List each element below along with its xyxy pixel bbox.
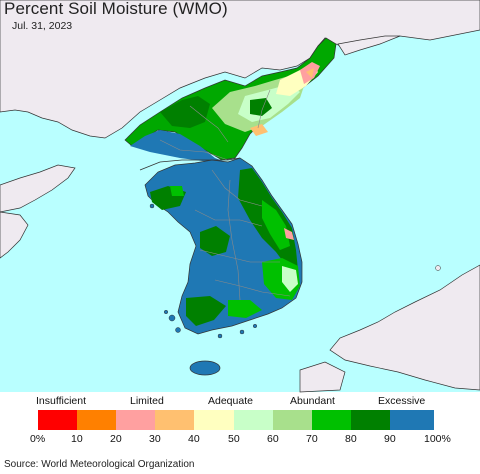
legend-swatch — [116, 410, 155, 430]
legend-tick: 90 — [384, 433, 396, 445]
legend-tick: 60 — [267, 433, 279, 445]
legend-swatch — [351, 410, 390, 430]
legend-category-insufficient: Insufficient — [36, 395, 87, 407]
legend-tick: 20 — [110, 433, 122, 445]
legend-tick: 70 — [306, 433, 318, 445]
sk-east-dry — [284, 228, 294, 240]
map-title: Percent Soil Moisture (WMO) — [4, 0, 228, 18]
china-southwest-coast — [0, 211, 29, 259]
legend-tick: 100% — [424, 433, 451, 445]
legend-category-adequate: Adequate — [208, 395, 253, 407]
sk-south-coast-green — [228, 300, 262, 318]
sk-south-adequate — [282, 266, 298, 292]
nk-limited-south — [250, 124, 268, 136]
nk-east-green — [250, 98, 272, 116]
legend-category-abundant: Abundant — [290, 395, 335, 407]
legend-swatch — [273, 410, 312, 430]
source-credit: Source: World Meteorological Organizatio… — [4, 459, 195, 470]
legend-swatch — [155, 410, 194, 430]
legend-swatch — [390, 410, 434, 430]
legend-tick: 40 — [188, 433, 200, 445]
legend-category-limited: Limited — [130, 395, 164, 407]
sk-west-bright — [170, 186, 184, 196]
legend-tick: 80 — [345, 433, 357, 445]
admin-borders — [159, 89, 291, 301]
legend-tick: 50 — [228, 433, 240, 445]
ulleungdo — [435, 265, 441, 271]
shandong-landmass — [0, 164, 76, 213]
legend-tick: 30 — [149, 433, 161, 445]
legend-swatch — [312, 410, 351, 430]
nk-dry-core — [306, 68, 314, 78]
sk-east-bright — [262, 200, 290, 250]
small-islands — [149, 203, 258, 339]
legend-tick: 10 — [71, 433, 83, 445]
legend-background — [0, 392, 480, 474]
japan-kyushu — [299, 361, 346, 393]
jeju-island — [189, 360, 221, 376]
legend-swatch — [234, 410, 273, 430]
nk-excess-zone — [130, 130, 225, 162]
legend-swatch — [77, 410, 116, 430]
legend-tick: 0% — [30, 433, 46, 445]
russia-coast — [337, 35, 401, 56]
legend-category-excessive: Excessive — [378, 395, 426, 407]
legend-swatch — [38, 410, 77, 430]
japan-honshu — [329, 264, 480, 391]
legend-swatch — [194, 410, 234, 430]
korea-border — [139, 157, 241, 171]
map-date: Jul. 31, 2023 — [12, 20, 73, 32]
sk-southwest-green — [186, 296, 226, 326]
nk-green-zone — [160, 96, 210, 128]
sk-mid-green — [200, 226, 230, 256]
